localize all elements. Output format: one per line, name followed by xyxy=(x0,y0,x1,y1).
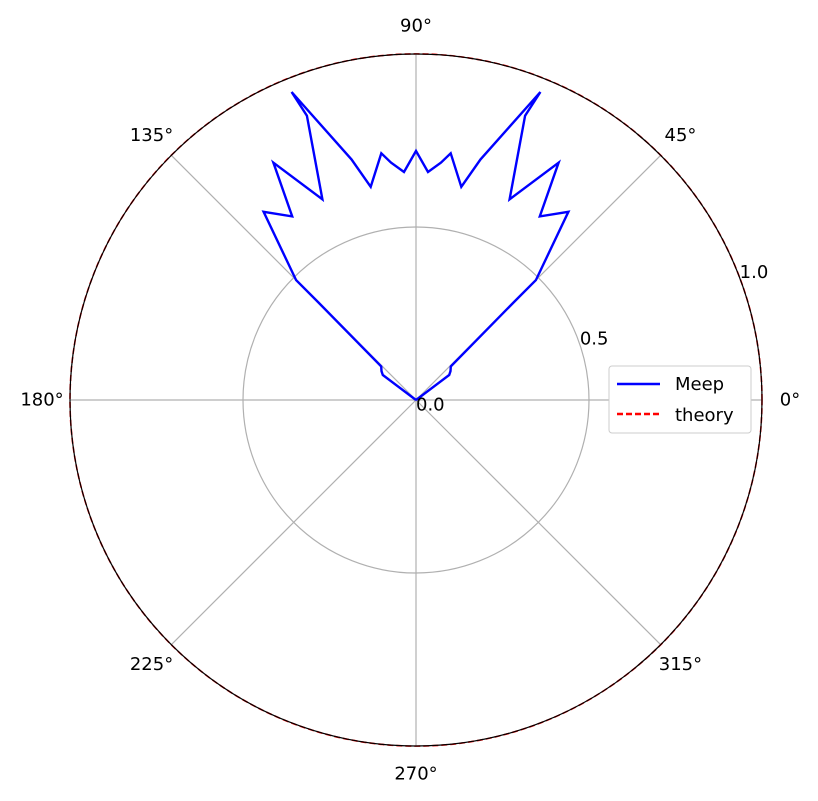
angle-tick-label: 315° xyxy=(659,654,702,675)
series-layer xyxy=(69,53,763,747)
angle-tick-label: 180° xyxy=(20,390,63,411)
radial-tick-label: 0.5 xyxy=(580,328,609,349)
radial-tick-label: 0.0 xyxy=(416,395,445,416)
series-line-meep xyxy=(261,91,571,401)
legend: Meep theory xyxy=(608,365,752,434)
angle-grid-line xyxy=(415,399,662,646)
angle-tick-label: 90° xyxy=(400,16,432,37)
legend-label-theory: theory xyxy=(675,405,734,426)
polar-spine xyxy=(69,53,763,747)
angle-tick-label: 225° xyxy=(130,654,173,675)
legend-box xyxy=(608,365,752,434)
angle-tick-label: 45° xyxy=(665,125,697,146)
angle-tick-label: 270° xyxy=(394,764,437,785)
angle-tick-label: 0° xyxy=(780,390,800,411)
angle-tick-label: 135° xyxy=(130,125,173,146)
radial-tick-label: 1.0 xyxy=(740,262,769,283)
tick-labels: 0° 45° 90° 135° 180° 225° 270° 315° 0.0 0.5 1.0 xyxy=(20,16,800,785)
angle-grid-line xyxy=(170,399,417,646)
legend-label-meep: Meep xyxy=(675,374,724,395)
